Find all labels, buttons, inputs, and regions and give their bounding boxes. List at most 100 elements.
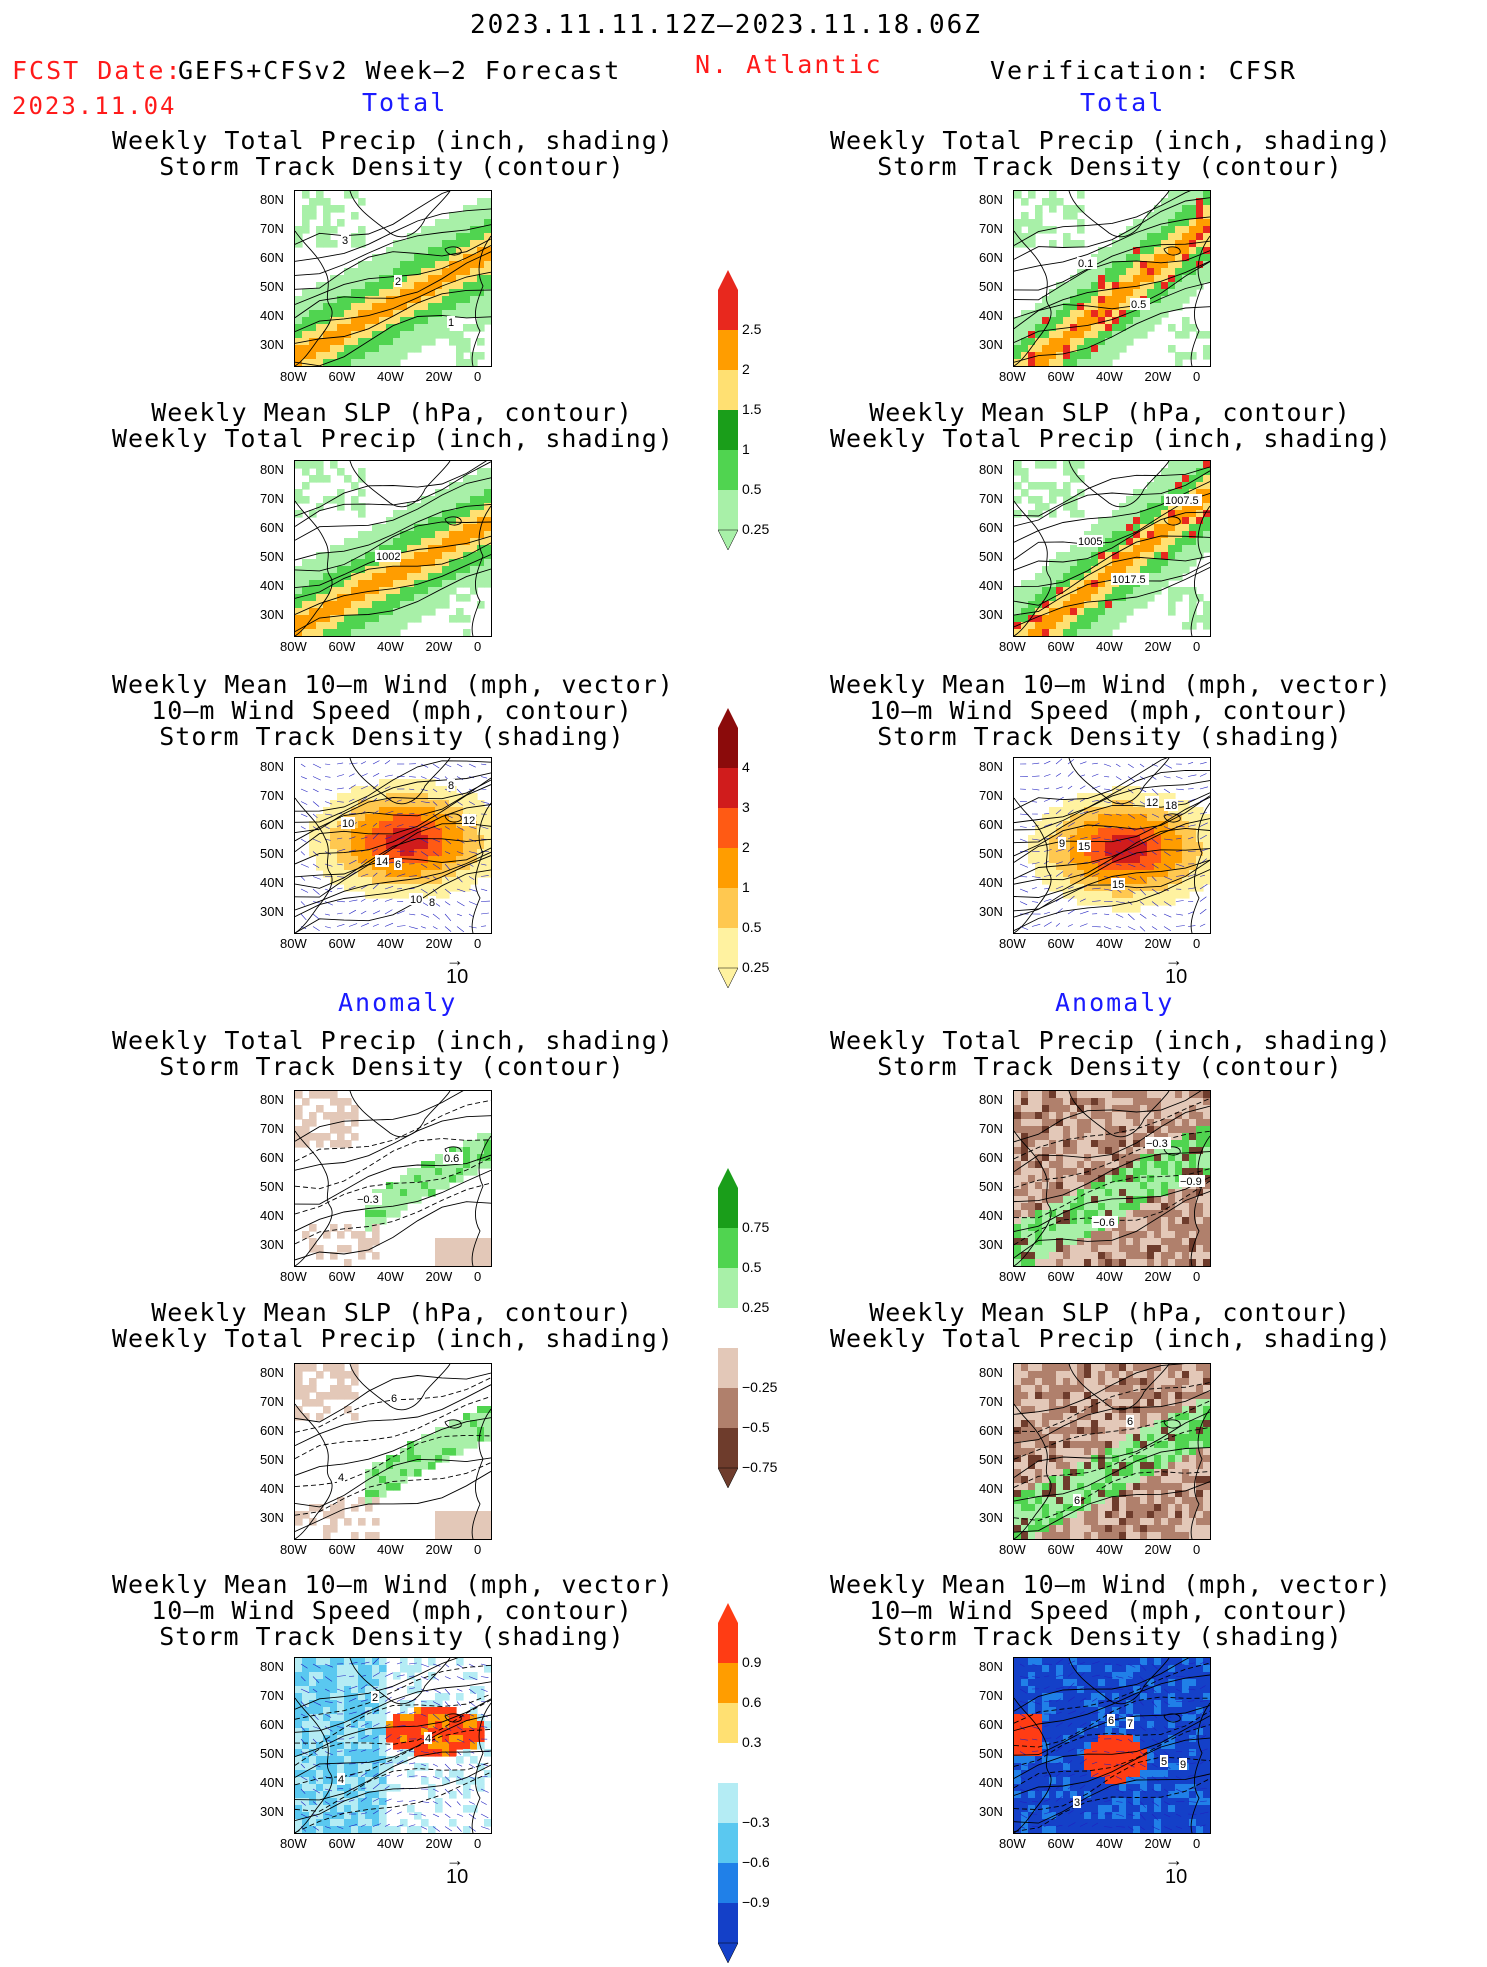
- shading-cell: [456, 1434, 464, 1442]
- shading-cell: [1133, 1483, 1141, 1491]
- shading-cell: [400, 587, 408, 595]
- shading-cell: [1119, 1203, 1127, 1211]
- shading-cell: [1084, 1119, 1092, 1127]
- shading-cell: [1175, 1224, 1183, 1232]
- shading-cell: [435, 1511, 443, 1519]
- shading-cell: [1105, 601, 1113, 609]
- shading-cell: [400, 891, 408, 899]
- shading-cell: [302, 317, 310, 325]
- shading-cell: [1056, 1133, 1064, 1141]
- shading-cell: [1112, 1119, 1120, 1127]
- shading-cell: [1028, 1448, 1036, 1456]
- shading-cell: [1084, 1224, 1092, 1232]
- shading-cell: [1098, 331, 1106, 339]
- shading-cell: [1133, 1224, 1141, 1232]
- shading-cell: [1014, 1203, 1022, 1211]
- lat-tick-label: 70N: [979, 221, 1003, 236]
- shading-cell: [1140, 1420, 1148, 1428]
- shading-cell: [358, 531, 366, 539]
- shading-cell: [351, 233, 359, 241]
- shading-cell: [1147, 1490, 1155, 1498]
- shading-cell: [1168, 608, 1176, 616]
- shading-cell: [351, 1133, 359, 1141]
- shading-cell: [400, 608, 408, 616]
- shading-cell: [1140, 1413, 1148, 1421]
- shading-cell: [1119, 608, 1127, 616]
- shading-cell: [1126, 891, 1134, 899]
- shading-cell: [1133, 1420, 1141, 1428]
- shading-cell: [1014, 1105, 1022, 1113]
- shading-cell: [1056, 1252, 1064, 1260]
- shading-cell: [1140, 601, 1148, 609]
- wind-vector: [337, 913, 343, 914]
- shading-cell: [1042, 629, 1050, 636]
- shading-cell: [379, 345, 387, 353]
- shading-cell: [1091, 1133, 1099, 1141]
- wind-vector: [481, 926, 486, 927]
- contour-label: 18: [1165, 800, 1177, 812]
- shading-cell: [1105, 275, 1113, 283]
- shading-cell: [435, 538, 443, 546]
- shading-cell: [344, 1371, 352, 1379]
- shading-cell: [1021, 198, 1029, 206]
- lat-tick-label: 30N: [260, 904, 284, 919]
- shading-cell: [1161, 1385, 1169, 1393]
- shading-cell: [1098, 566, 1106, 574]
- shading-cell: [1133, 1168, 1141, 1176]
- shading-cell: [1063, 212, 1071, 220]
- wind-vector: [337, 788, 344, 789]
- shading-cell: [1021, 1112, 1029, 1120]
- shading-cell: [295, 352, 303, 360]
- shading-cell: [365, 303, 373, 311]
- wind-vector: [301, 877, 305, 881]
- wind-vector: [409, 777, 416, 778]
- shading-cell: [1056, 1224, 1064, 1232]
- lat-tick-label: 50N: [979, 846, 1003, 861]
- shading-cell: [1077, 608, 1085, 616]
- shading-cell: [344, 1245, 352, 1253]
- shading-cell: [1119, 1434, 1127, 1442]
- shading-cell: [449, 835, 457, 843]
- shading-cell: [1140, 552, 1148, 560]
- shading-cell: [1182, 233, 1190, 241]
- shading-cell: [1070, 475, 1078, 483]
- shading-cell: [477, 303, 485, 311]
- shading-cell: [1126, 1203, 1134, 1211]
- shading-cell: [1049, 1231, 1057, 1239]
- shading-cell: [1021, 1420, 1029, 1428]
- shading-cell: [1105, 517, 1113, 525]
- shading-cell: [1203, 1371, 1210, 1379]
- shading-cell: [316, 1392, 324, 1400]
- shading-cell: [1112, 1413, 1120, 1421]
- shading-cell: [1119, 842, 1127, 850]
- shading-cell: [1203, 601, 1210, 609]
- shading-cell: [386, 296, 394, 304]
- contour-label: 8: [429, 897, 435, 909]
- wind-vector: [409, 927, 418, 929]
- shading-cell: [1105, 303, 1113, 311]
- shading-cell: [1154, 1224, 1162, 1232]
- shading-cell: [358, 622, 366, 630]
- shading-cell: [1063, 1147, 1071, 1155]
- lon-tick-label: 80W: [999, 639, 1026, 654]
- shading-cell: [1175, 1455, 1183, 1463]
- shading-cell: [1042, 1455, 1050, 1463]
- shading-cell: [428, 545, 436, 553]
- lat-tick-label: 80N: [979, 759, 1003, 774]
- shading-cell: [1196, 461, 1204, 469]
- shading-cell: [449, 1238, 457, 1246]
- shading-cell: [1084, 1392, 1092, 1400]
- wind-vector: [469, 902, 477, 905]
- shading-cell: [330, 240, 338, 248]
- shading-cell: [1035, 1119, 1043, 1127]
- shading-cell: [1105, 1203, 1113, 1211]
- shading-cell: [1133, 891, 1141, 899]
- shading-cell: [358, 226, 366, 234]
- shading-cell: [1070, 212, 1078, 220]
- shading-cell: [442, 842, 450, 850]
- shading-cell: [428, 303, 436, 311]
- shading-cell: [1098, 898, 1106, 906]
- shading-cell: [1154, 1112, 1162, 1120]
- shading-cell: [456, 345, 464, 353]
- shading-cell: [1077, 1252, 1085, 1260]
